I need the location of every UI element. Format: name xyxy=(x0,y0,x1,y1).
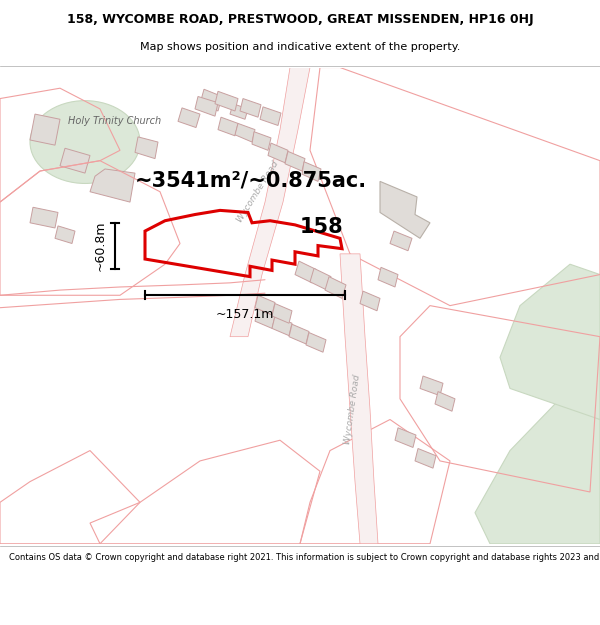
Polygon shape xyxy=(435,391,455,411)
Polygon shape xyxy=(215,91,238,111)
Polygon shape xyxy=(420,376,443,396)
Polygon shape xyxy=(295,261,316,283)
Polygon shape xyxy=(230,104,248,119)
Polygon shape xyxy=(90,169,135,202)
Polygon shape xyxy=(30,114,60,145)
Polygon shape xyxy=(260,107,281,126)
Polygon shape xyxy=(395,428,416,448)
Polygon shape xyxy=(230,68,310,337)
Polygon shape xyxy=(272,316,292,336)
Polygon shape xyxy=(195,96,218,116)
Polygon shape xyxy=(390,231,412,251)
Polygon shape xyxy=(289,324,309,344)
Text: Holy Trinity Church: Holy Trinity Church xyxy=(68,116,161,126)
Polygon shape xyxy=(235,123,255,142)
Polygon shape xyxy=(378,268,398,287)
Polygon shape xyxy=(310,268,331,290)
Ellipse shape xyxy=(30,101,140,184)
Polygon shape xyxy=(200,89,222,111)
Polygon shape xyxy=(475,399,600,544)
Text: Contains OS data © Crown copyright and database right 2021. This information is : Contains OS data © Crown copyright and d… xyxy=(9,554,600,562)
Polygon shape xyxy=(272,304,292,323)
Polygon shape xyxy=(218,118,238,136)
Polygon shape xyxy=(268,143,288,162)
Text: Wycombe Road: Wycombe Road xyxy=(235,159,281,224)
Polygon shape xyxy=(240,99,261,118)
Polygon shape xyxy=(60,148,90,173)
Polygon shape xyxy=(285,151,305,171)
Text: ~157.1m: ~157.1m xyxy=(216,308,274,321)
Polygon shape xyxy=(415,449,436,468)
Text: ~3541m²/~0.875ac.: ~3541m²/~0.875ac. xyxy=(135,171,367,191)
Text: Wycombe Road: Wycombe Road xyxy=(343,374,361,445)
Polygon shape xyxy=(252,132,271,151)
Polygon shape xyxy=(302,162,321,181)
Text: Map shows position and indicative extent of the property.: Map shows position and indicative extent… xyxy=(140,42,460,52)
Polygon shape xyxy=(255,309,275,328)
Polygon shape xyxy=(178,108,200,127)
Polygon shape xyxy=(135,137,158,159)
Polygon shape xyxy=(306,332,326,352)
Polygon shape xyxy=(255,295,275,315)
Polygon shape xyxy=(30,208,58,228)
Polygon shape xyxy=(55,226,75,244)
Polygon shape xyxy=(380,181,430,238)
Text: 158, WYCOMBE ROAD, PRESTWOOD, GREAT MISSENDEN, HP16 0HJ: 158, WYCOMBE ROAD, PRESTWOOD, GREAT MISS… xyxy=(67,14,533,26)
Polygon shape xyxy=(360,291,380,311)
Polygon shape xyxy=(325,277,346,298)
Polygon shape xyxy=(340,254,378,544)
Polygon shape xyxy=(500,264,600,419)
Text: 158: 158 xyxy=(300,217,344,237)
Text: ~60.8m: ~60.8m xyxy=(94,221,107,271)
